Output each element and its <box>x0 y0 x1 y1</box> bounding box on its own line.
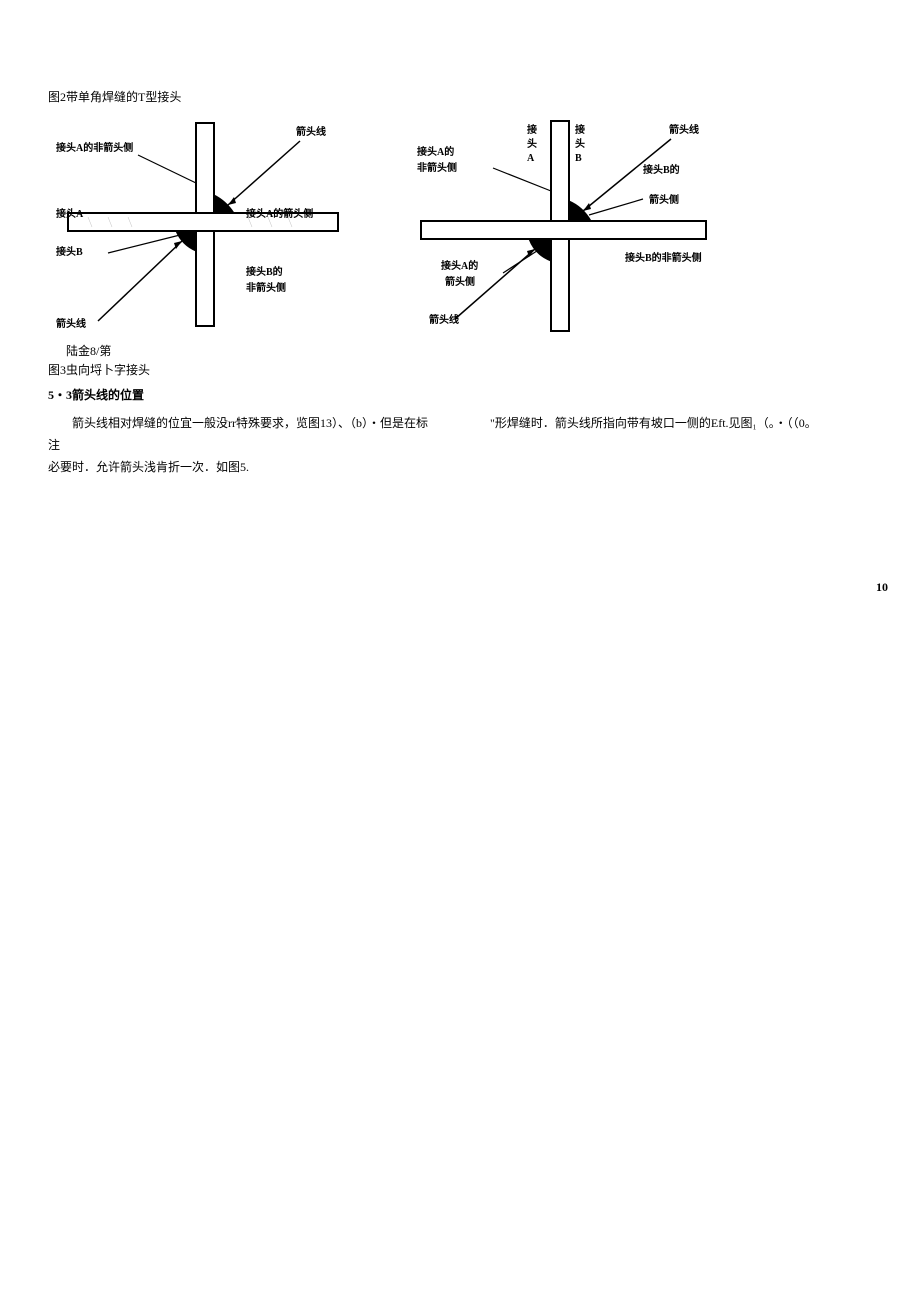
body-columns: 箭头线相对焊缝的位宜一般没rr特殊要求，览图13）、（b）・但是在标注 必要时．… <box>48 413 872 478</box>
labelB-tc3: A <box>527 153 534 164</box>
labelB-tcr1: 接 <box>575 125 585 136</box>
labelA-bll: 箭头线 <box>56 319 86 330</box>
figures-row: 接头A的非箭头侧 箭头线 接头A 接头A的箭头侧 接头B 接头B的 非箭头侧 箭… <box>48 113 872 338</box>
body-col-left: 箭头线相对焊缝的位宜一般没rr特殊要求，览图13）、（b）・但是在标注 必要时．… <box>48 413 430 478</box>
labelA-br2: 非箭头侧 <box>246 283 286 294</box>
body-left-p1: 箭头线相对焊缝的位宜一般没rr特殊要求，览图13）、（b）・但是在标注 <box>48 413 430 456</box>
labelA-tl: 接头A的非箭头侧 <box>56 143 133 154</box>
labelB-mr2: 箭头侧 <box>649 195 679 206</box>
labelB-tr: 箭头线 <box>669 125 699 136</box>
labelB-tc1: 接 <box>527 125 537 136</box>
figure2-caption: 图2带单角焊缝的T型接头 <box>48 88 872 105</box>
lujin-text: 陆金8/第 <box>66 342 872 361</box>
labelB-tcr2: 头 <box>575 139 585 150</box>
labelB-tl2: 非箭头侧 <box>417 163 457 174</box>
labelA-bl: 接头B <box>56 247 83 258</box>
body-col-right: "形焊缝时．箭头线所指向带有坡口一侧的Eft.见图₁（。・（（0。 <box>490 413 872 478</box>
page-number: 10 <box>876 580 888 595</box>
figure3-caption: 图3虫向埒卜字接头 <box>48 361 872 380</box>
labelB-bl1: 接头A的 <box>441 261 478 272</box>
labelB-tcr3: B <box>575 153 582 164</box>
labelA-br1: 接头B的 <box>246 267 283 278</box>
figure-left: 接头A的非箭头侧 箭头线 接头A 接头A的箭头侧 接头B 接头B的 非箭头侧 箭… <box>48 113 353 338</box>
labelA-tr: 箭头线 <box>296 127 326 138</box>
body-left-p2: 必要时．允许箭头浅肯折一次．如图5. <box>48 457 430 479</box>
body-right-p1: "形焊缝时．箭头线所指向带有坡口一侧的Eft.见图₁（。・（（0。 <box>490 413 872 435</box>
labelB-bll: 箭头线 <box>429 315 459 326</box>
labelA-mr: 接头A的箭头侧 <box>246 209 313 220</box>
labelA-ml: 接头A <box>56 209 83 220</box>
labelB-br: 接头B的非箭头侧 <box>625 253 702 264</box>
labelB-bl2: 箭头侧 <box>445 277 475 288</box>
section-5-3-heading: 5・3箭头线的位置 <box>48 386 872 403</box>
labelB-mr: 接头B的 <box>643 165 680 176</box>
labelB-tc2: 头 <box>527 139 537 150</box>
labelB-tl1: 接头A的 <box>417 147 454 158</box>
figure-right: 接头A的 非箭头侧 接 头 A 接 头 B 箭头线 接头B的 箭头侧 接头A的 … <box>393 113 723 338</box>
